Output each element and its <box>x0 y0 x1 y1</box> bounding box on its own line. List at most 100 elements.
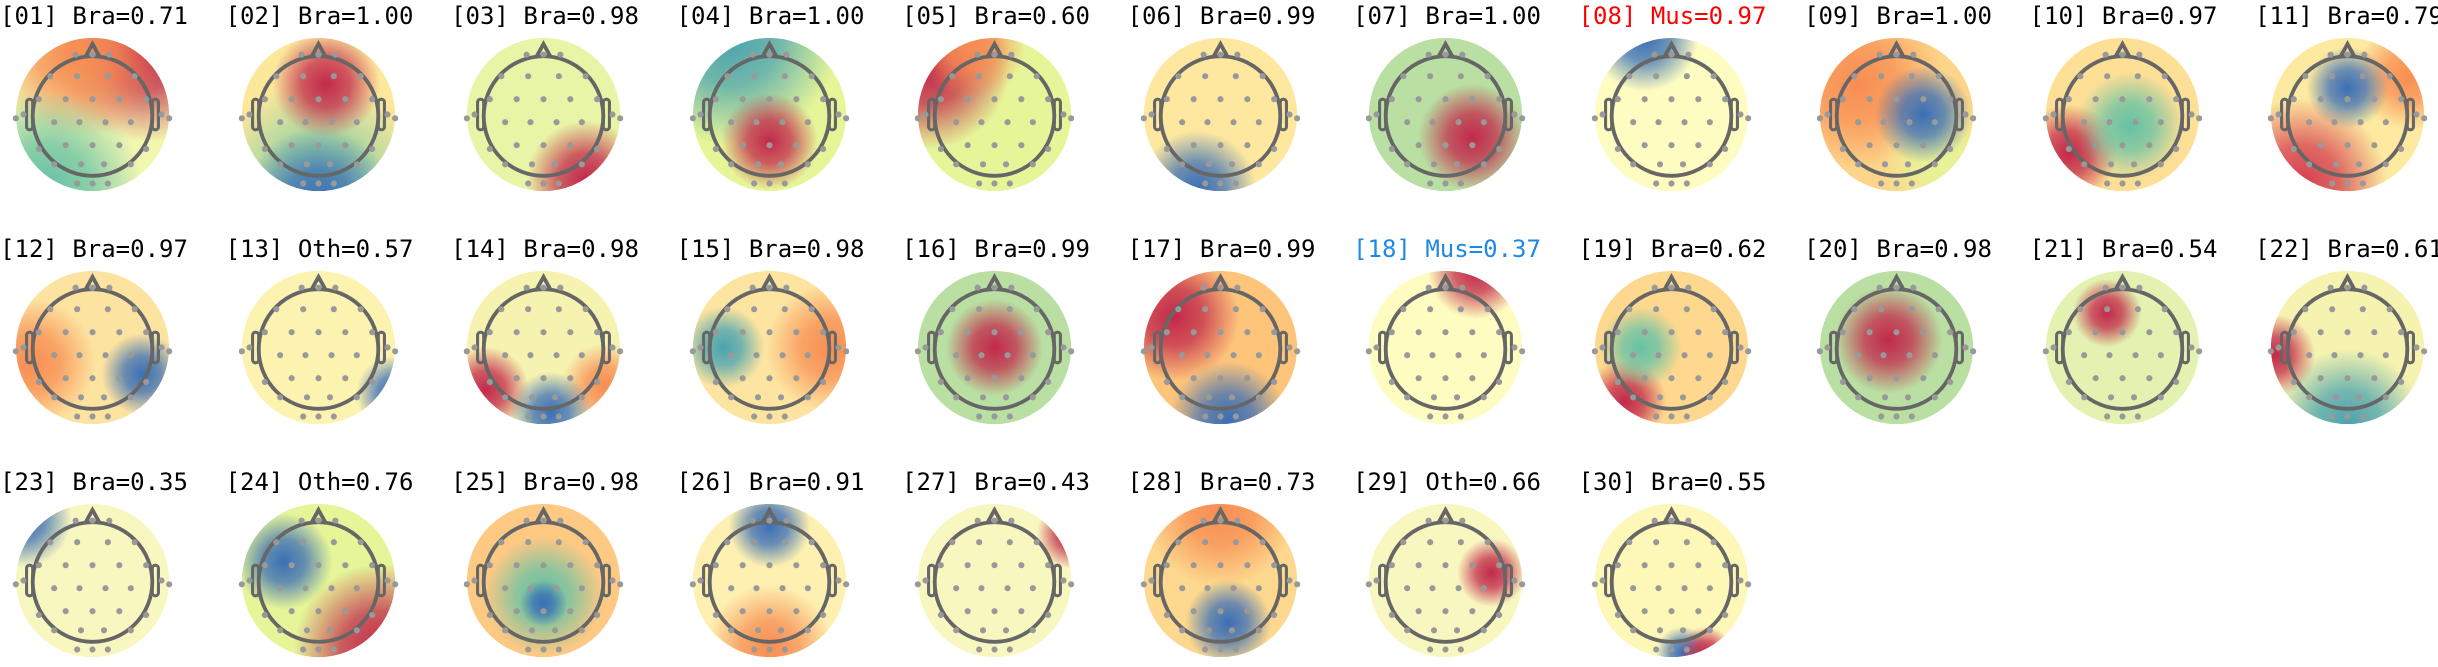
component-title: [29] Oth=0.66 <box>1353 468 1541 496</box>
electrode <box>1641 96 1648 103</box>
electrode <box>89 96 96 103</box>
electrode <box>1243 562 1250 569</box>
electrode <box>276 352 283 359</box>
electrode <box>778 585 786 592</box>
electrode <box>2306 119 2313 126</box>
electrode <box>1388 96 1395 103</box>
topomap-component: [04] Bra=1.00 <box>677 2 903 197</box>
electrode <box>47 539 54 546</box>
electrode <box>1255 394 1262 401</box>
electrode <box>2382 394 2389 401</box>
electrode <box>1008 51 1015 58</box>
electrode <box>104 646 111 653</box>
electrode <box>2157 161 2164 168</box>
electrode <box>143 562 150 569</box>
electrode <box>35 378 42 386</box>
nose-icon <box>985 273 1004 292</box>
electrode <box>1667 413 1675 420</box>
electrode <box>964 562 971 569</box>
electrode <box>578 585 585 592</box>
electrode <box>1453 161 1461 168</box>
electrode <box>463 581 470 588</box>
electrode <box>765 375 773 382</box>
electrode <box>2080 352 2087 359</box>
electrode <box>341 96 348 103</box>
electrode <box>2065 329 2072 336</box>
topomap-blob <box>692 37 846 192</box>
electrode <box>303 394 310 401</box>
electrode <box>2157 394 2164 401</box>
electrode <box>727 394 734 401</box>
electrode <box>739 142 746 149</box>
electrode <box>72 517 79 524</box>
electrode <box>276 119 283 126</box>
electrode <box>1442 329 1449 336</box>
electrode <box>782 51 789 58</box>
electrode <box>1008 284 1015 291</box>
electrode <box>1459 517 1466 524</box>
nose-icon <box>308 273 328 292</box>
electrode <box>1190 142 1197 149</box>
electrode <box>808 539 815 546</box>
electrode <box>1710 73 1717 80</box>
electrode <box>1736 577 1744 584</box>
electrode <box>1629 627 1636 634</box>
electrode <box>1484 539 1491 546</box>
electrode <box>752 352 760 359</box>
electrode <box>525 646 532 653</box>
electrode <box>1388 145 1395 153</box>
electrode <box>1203 585 1211 592</box>
electrode <box>1866 96 1873 103</box>
electrode <box>1203 119 1211 126</box>
topomap-blob <box>1594 270 1748 425</box>
electrode <box>1178 585 1185 592</box>
electrode <box>551 394 559 401</box>
electrode <box>1855 394 1862 401</box>
electrode <box>2076 73 2083 80</box>
electrode <box>1652 306 1659 313</box>
electrode <box>1233 284 1240 291</box>
electrode <box>498 73 505 80</box>
electrode <box>327 352 335 359</box>
electrode <box>1004 585 1011 592</box>
electrode <box>2327 284 2334 291</box>
electrode <box>166 581 173 588</box>
electrode <box>1255 352 1262 359</box>
electrode <box>1469 96 1476 103</box>
electrode <box>127 161 134 168</box>
electrode <box>567 562 574 569</box>
electrode <box>834 577 842 584</box>
topomap-blob <box>466 503 621 658</box>
electrode <box>2359 306 2366 313</box>
electrode <box>104 73 111 80</box>
electrode <box>1480 119 1487 126</box>
electrode <box>314 562 322 569</box>
electrode <box>47 73 54 80</box>
electrode <box>2157 119 2164 126</box>
nose-icon <box>1661 506 1681 525</box>
electrode <box>777 394 784 401</box>
electrode <box>2302 73 2309 80</box>
electrode <box>765 562 773 569</box>
topomap <box>2267 270 2428 425</box>
electrode <box>765 142 773 149</box>
electrode <box>937 96 944 103</box>
electrode <box>978 119 985 126</box>
electrode <box>689 581 696 588</box>
electrode <box>781 413 788 420</box>
electrode <box>1893 284 1900 291</box>
electrode <box>353 627 360 634</box>
electrode <box>1484 73 1491 80</box>
electrode <box>1641 608 1648 615</box>
electrode <box>1232 306 1239 313</box>
electrode <box>2329 306 2336 313</box>
electrode <box>1205 161 1212 168</box>
electrode <box>2042 348 2049 355</box>
electrode <box>166 348 173 355</box>
electrode <box>750 306 757 313</box>
nose-icon <box>1887 273 1906 292</box>
electrode <box>525 180 532 187</box>
electrode <box>1045 611 1052 619</box>
electrode <box>594 329 601 336</box>
electrode <box>502 627 509 634</box>
